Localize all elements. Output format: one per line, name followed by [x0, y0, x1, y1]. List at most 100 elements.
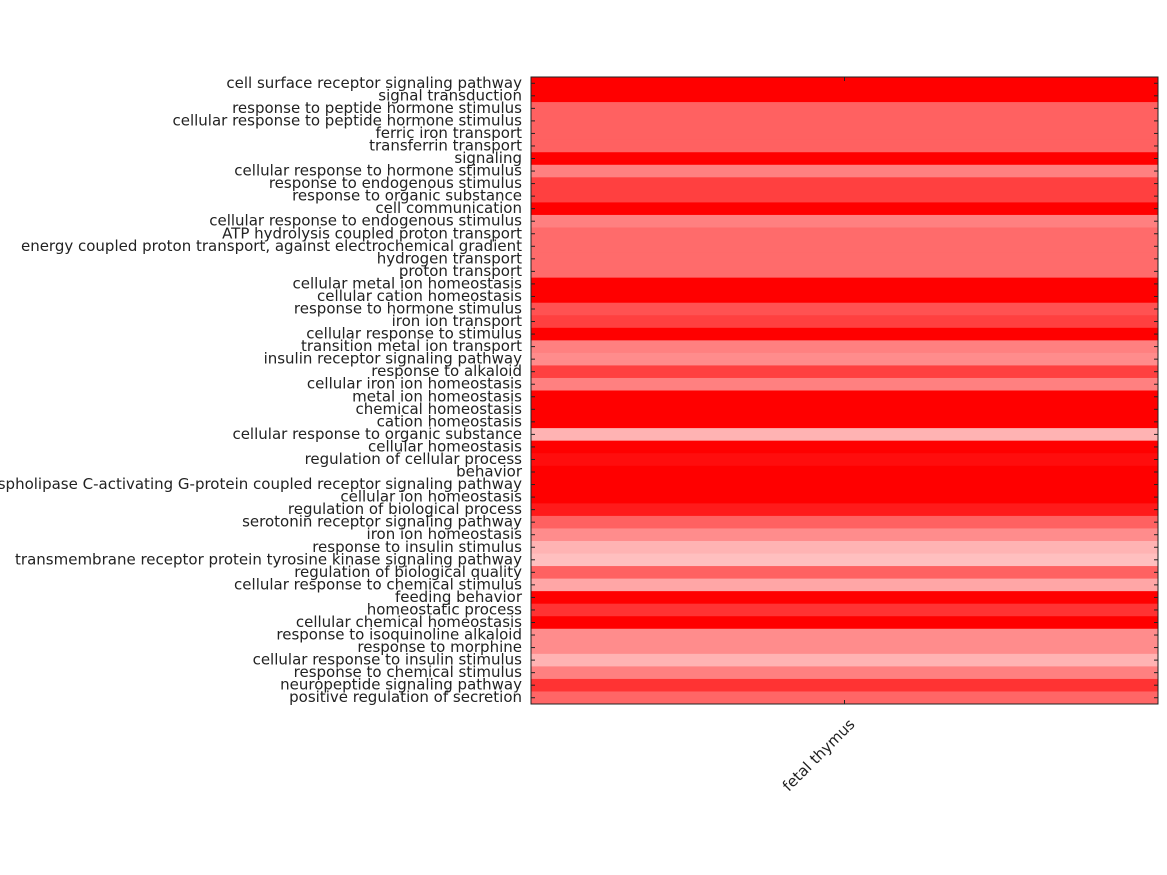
y-tick-label: cellular response to stimulus	[306, 325, 522, 343]
heatmap-cell	[531, 189, 1159, 203]
y-tick-label: cell communication	[375, 199, 522, 217]
y-tick-label: cell surface receptor signaling pathway	[226, 74, 522, 92]
heatmap-cell	[531, 214, 1159, 228]
x-tick-label: fetal thymus	[779, 715, 859, 795]
y-tick-label: cellular response to insulin stimulus	[253, 651, 523, 669]
heatmap-cell	[531, 415, 1159, 429]
heatmap-cell	[531, 127, 1159, 141]
y-tick-label: response to peptide hormone stimulus	[232, 99, 522, 117]
heatmap-cell	[531, 666, 1159, 680]
y-tick-label: response to alkaloid	[371, 362, 522, 380]
y-tick-label: transferrin transport	[369, 136, 522, 154]
heatmap-cell	[531, 89, 1159, 103]
heatmap-cell	[531, 252, 1159, 266]
heatmap-cell	[531, 365, 1159, 379]
y-tick-label: cation homeostasis	[377, 412, 523, 430]
y-tick-label: phospholipase C-activating G-protein cou…	[0, 475, 522, 493]
y-tick-label: homeostatic process	[367, 600, 522, 618]
heatmap-cell	[531, 653, 1159, 667]
y-tick-label: cellular chemical homeostasis	[296, 613, 522, 631]
heatmap-cell	[531, 377, 1159, 391]
heatmap-cell	[531, 114, 1159, 128]
y-tick-label: proton transport	[399, 262, 522, 280]
y-tick-label: response to endogenous stimulus	[269, 174, 522, 192]
heatmap-cell	[531, 428, 1159, 442]
y-tick-label: ferric iron transport	[375, 124, 522, 142]
y-tick-label: transition metal ion transport	[301, 337, 522, 355]
y-tick-label: signal transduction	[378, 86, 522, 104]
heatmap-cell	[531, 315, 1159, 329]
y-tick-label: cellular response to organic substance	[232, 425, 522, 443]
y-tick-label: hydrogen transport	[377, 249, 522, 267]
y-tick-label: iron ion homeostasis	[367, 525, 523, 543]
heatmap-cell	[531, 691, 1159, 705]
heatmap-cell	[531, 277, 1159, 291]
heatmap-cell	[531, 290, 1159, 304]
heatmap-cell	[531, 566, 1159, 580]
y-tick-label: response to hormone stimulus	[294, 299, 522, 317]
y-tick-label: regulation of biological process	[288, 500, 522, 518]
y-tick-label: cellular response to peptide hormone sti…	[172, 111, 522, 129]
y-tick-label: chemical homeostasis	[355, 400, 522, 418]
y-tick-label: response to chemical stimulus	[294, 663, 523, 681]
y-tick-label: cellular response to hormone stimulus	[234, 162, 522, 180]
y-tick-label: cellular iron ion homeostasis	[307, 375, 522, 393]
heatmap-cell	[531, 490, 1159, 504]
y-tick-label: response to isoquinoline alkaloid	[276, 626, 522, 644]
y-tick-label: cellular homeostasis	[368, 437, 522, 455]
y-tick-label: transmembrane receptor protein tyrosine …	[15, 550, 522, 568]
heatmap-cell	[531, 139, 1159, 153]
heatmap-cell	[531, 540, 1159, 555]
heatmap-cell	[531, 265, 1159, 279]
y-tick-label: cellular cation homeostasis	[317, 287, 522, 305]
y-tick-label: behavior	[456, 463, 523, 481]
heatmap-cell	[531, 465, 1159, 479]
y-tick-label: cellular ion homeostasis	[340, 488, 522, 506]
heatmap-cell	[531, 202, 1159, 216]
y-tick-label: insulin receptor signaling pathway	[264, 350, 523, 368]
heatmap-cell	[531, 453, 1159, 467]
y-tick-label: ATP hydrolysis coupled proton transport	[222, 224, 522, 242]
heatmap-cell	[531, 478, 1159, 492]
y-tick-label: signaling	[454, 149, 522, 167]
heatmap-cell	[531, 678, 1159, 692]
y-tick-label: iron ion transport	[392, 312, 523, 330]
y-tick-label: response to insulin stimulus	[312, 538, 522, 556]
heatmap-cell	[531, 403, 1159, 417]
heatmap-cell	[531, 515, 1159, 529]
heatmap-cell	[531, 352, 1159, 366]
heatmap-cell	[531, 591, 1159, 605]
heatmap-cell	[531, 102, 1159, 116]
heatmap-cell	[531, 440, 1159, 454]
heatmap-cell	[531, 641, 1159, 655]
y-tick-label: cellular response to endogenous stimulus	[209, 212, 522, 230]
heatmap-cell	[531, 327, 1159, 341]
heatmap-cell	[531, 152, 1159, 166]
heatmap-cell	[531, 77, 1159, 91]
heatmap-cell	[531, 302, 1159, 316]
y-tick-label: regulation of biological quality	[294, 563, 522, 581]
y-tick-label: energy coupled proton transport, against…	[21, 237, 522, 255]
heatmap-cell	[531, 164, 1159, 178]
heatmap-cell	[531, 628, 1159, 642]
y-tick-label: neuropeptide signaling pathway	[280, 676, 522, 694]
heatmap-cell	[531, 616, 1159, 630]
y-tick-label: feeding behavior	[395, 588, 523, 606]
heatmap-cell	[531, 340, 1159, 354]
heatmap-cell	[531, 578, 1159, 592]
y-tick-label: response to organic substance	[292, 187, 522, 205]
y-tick-label: response to morphine	[357, 638, 522, 656]
y-tick-label: cellular response to chemical stimulus	[234, 575, 522, 593]
heatmap-cell	[531, 553, 1159, 567]
heatmap-cell	[531, 240, 1159, 254]
y-tick-label: metal ion homeostasis	[352, 387, 522, 405]
y-tick-label: regulation of cellular process	[305, 450, 523, 468]
heatmap-cell	[531, 227, 1159, 241]
heatmap-cell	[531, 503, 1159, 517]
heatmap-cell	[531, 177, 1159, 191]
heatmap-cell	[531, 603, 1159, 617]
y-tick-label: cellular metal ion homeostasis	[293, 274, 523, 292]
y-tick-label: positive regulation of secretion	[289, 688, 522, 706]
